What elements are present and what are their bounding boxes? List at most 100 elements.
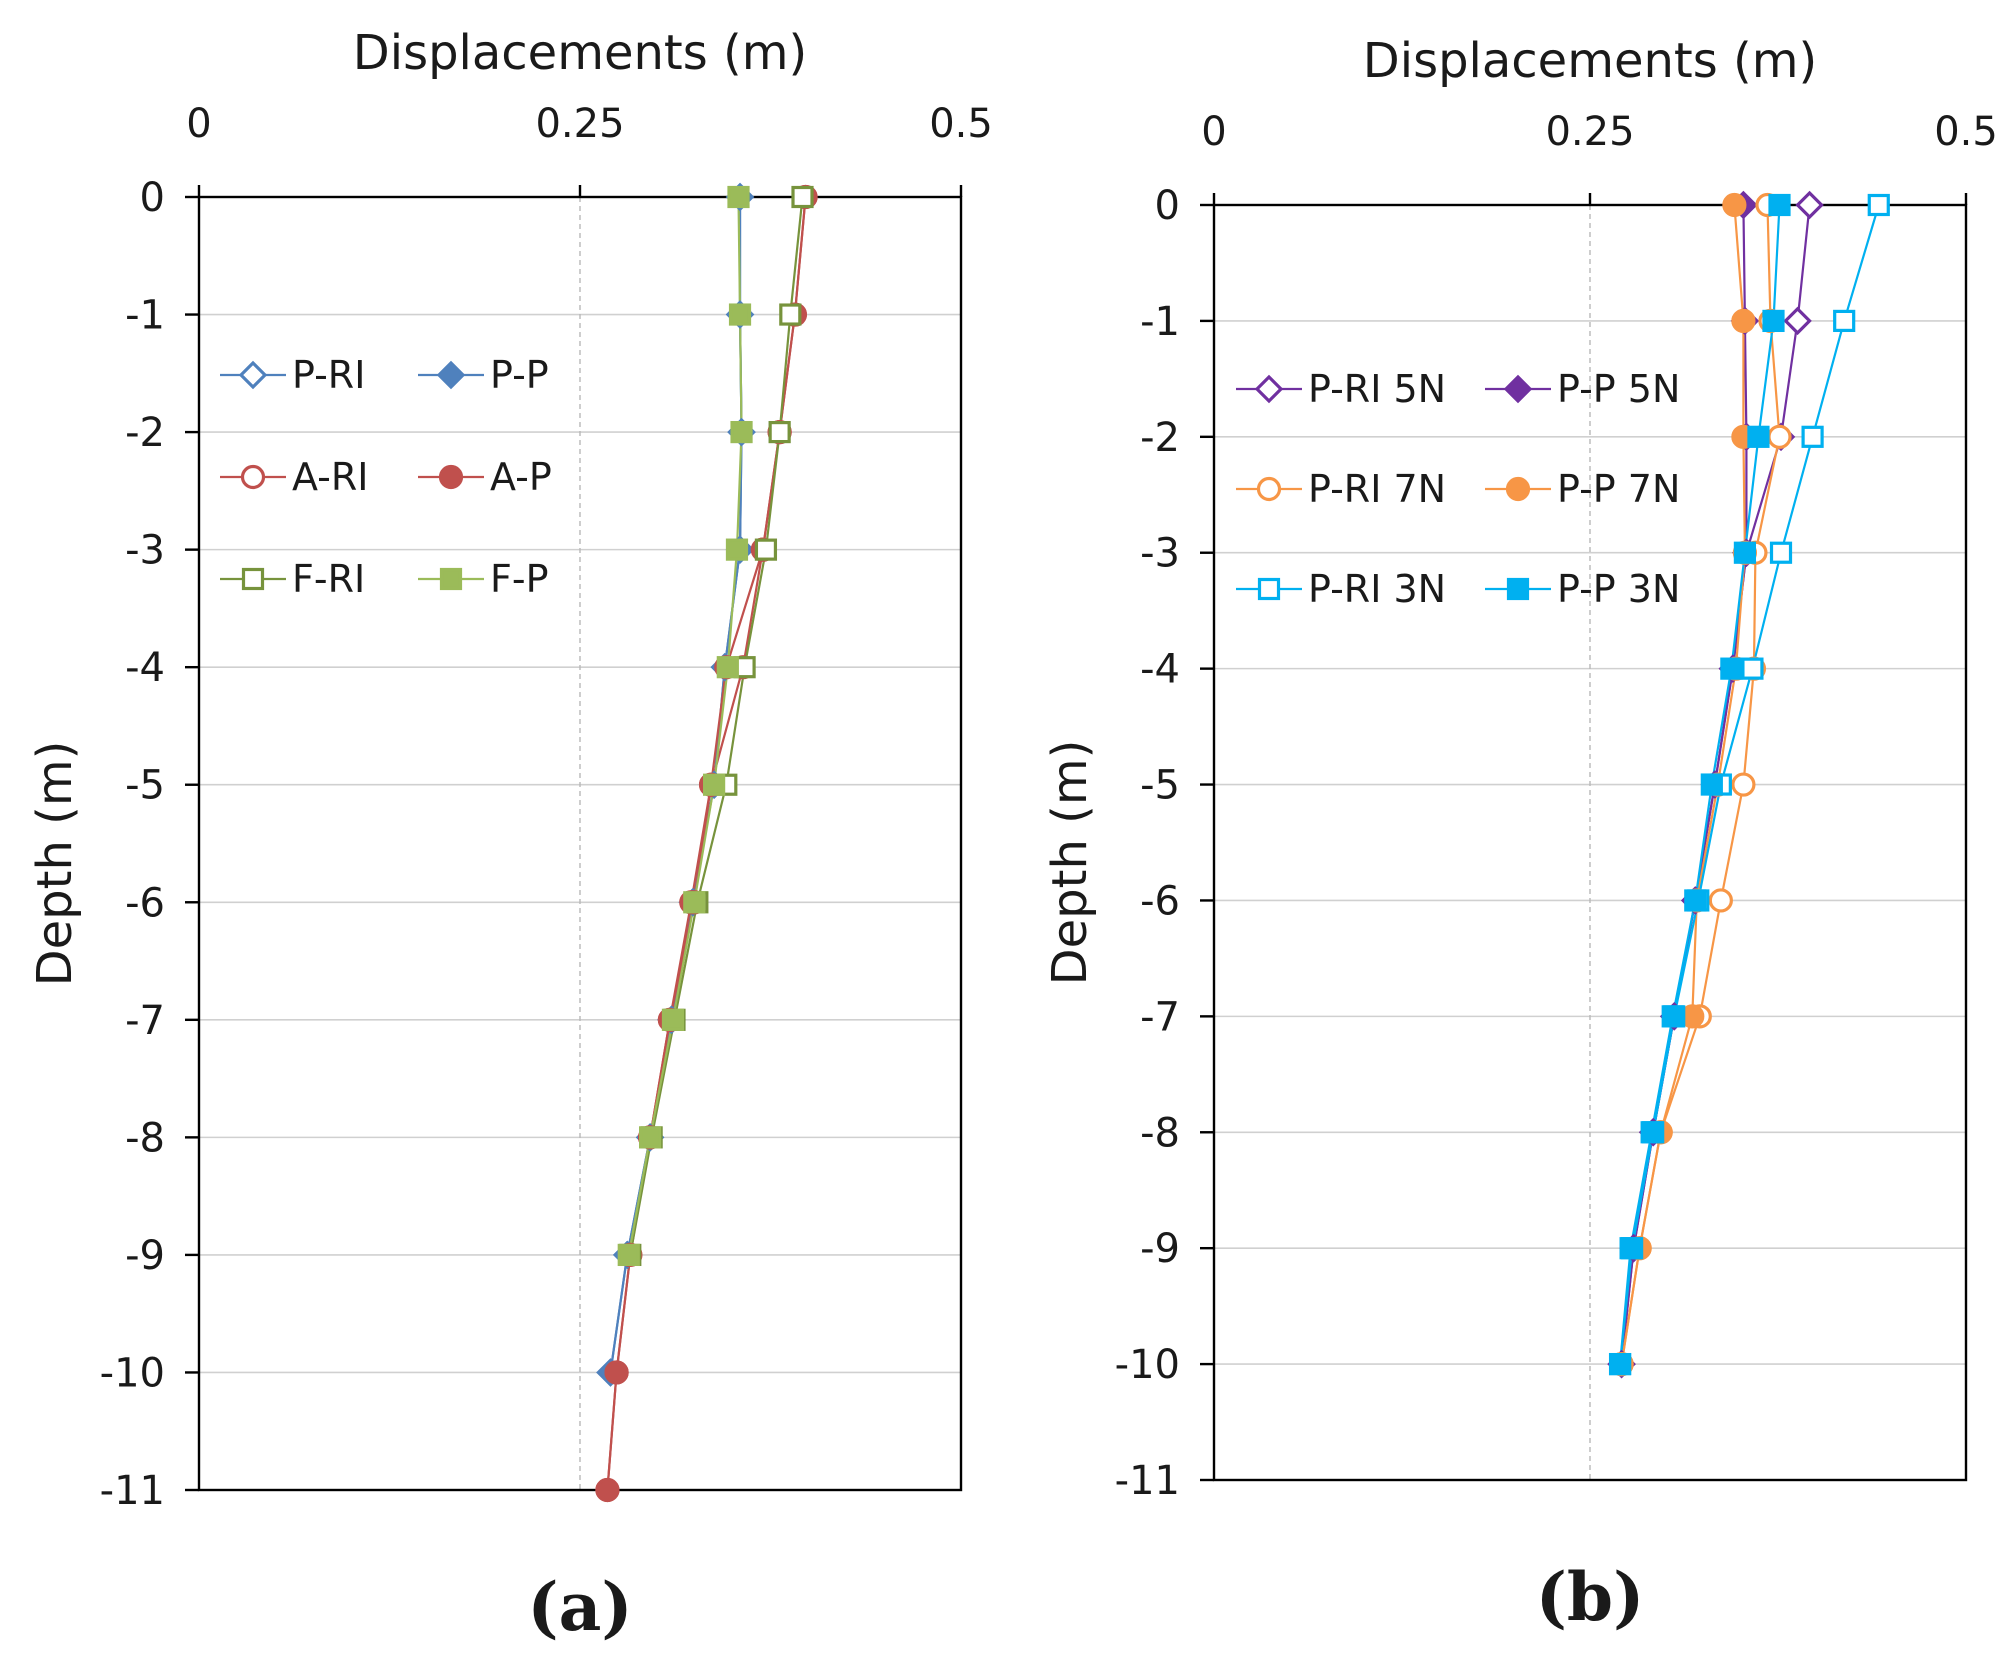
y-tick-label: -7 <box>1140 994 1180 1040</box>
data-point-p-ri-7n <box>1708 888 1733 913</box>
legend-label: A-P <box>490 455 552 499</box>
y-tick-label: -9 <box>1140 1226 1180 1272</box>
data-point-p-ri-7n <box>1767 424 1792 449</box>
data-point-p-ri-3n <box>1867 193 1890 217</box>
legend-marker <box>1254 374 1284 404</box>
data-point-p-p-3n <box>1747 425 1770 448</box>
data-point-p-p-3n <box>1619 1237 1642 1260</box>
y-tick-label: 0 <box>1155 183 1180 229</box>
legend-label: P-RI 5N <box>1308 367 1446 411</box>
data-point-f-p <box>725 538 749 561</box>
y-tick-label: -4 <box>125 645 165 691</box>
legend-marker <box>1505 476 1531 502</box>
panel-label: (a) <box>527 1568 632 1646</box>
y-tick-label: -5 <box>1140 763 1180 809</box>
x-tick-label: 0.25 <box>535 101 624 147</box>
data-point-p-p-3n <box>1768 193 1791 217</box>
legend-label: P-P 3N <box>1557 567 1680 611</box>
y-tick-label: -3 <box>125 528 165 574</box>
data-point-f-p <box>716 656 739 679</box>
legend-label: F-RI <box>292 557 365 601</box>
legend-marker <box>238 360 268 390</box>
y-tick-label: -5 <box>125 763 165 809</box>
data-point-f-p <box>639 1126 662 1149</box>
legend-label: P-RI 7N <box>1308 467 1446 511</box>
legend-label: P-P <box>490 353 549 397</box>
legend-marker <box>1506 577 1530 601</box>
x-tick-label: 0 <box>1201 109 1226 155</box>
data-point-p-p-7n <box>1722 192 1747 218</box>
y-tick-label: -11 <box>1115 1458 1180 1504</box>
x-axis-title: Displacements (m) <box>353 25 807 81</box>
data-point-p-p-3n <box>1684 889 1707 912</box>
data-point-f-p <box>728 303 752 326</box>
y-tick-label: -9 <box>125 1233 165 1279</box>
y-tick-label: -6 <box>125 880 165 926</box>
data-point-f-p <box>703 773 726 796</box>
y-tick-label: -11 <box>100 1468 165 1514</box>
data-point-f-p <box>727 185 750 209</box>
x-tick-label: 0.5 <box>929 101 993 147</box>
legend-marker <box>241 567 265 591</box>
data-point-f-ri <box>779 303 802 326</box>
y-tick-label: 0 <box>140 175 165 221</box>
y-tick-label: -8 <box>1140 1110 1180 1156</box>
legend-marker <box>436 360 466 390</box>
data-point-f-ri <box>791 185 814 209</box>
legend-label: P-P 5N <box>1557 367 1680 411</box>
legend-label: P-RI 3N <box>1308 567 1446 611</box>
legend-label: A-RI <box>292 455 368 499</box>
data-point-p-ri-3n <box>1741 657 1764 680</box>
data-point-p-p-3n <box>1700 773 1723 796</box>
y-tick-label: -10 <box>1115 1342 1180 1388</box>
legend-marker <box>439 567 463 591</box>
y-tick-label: -3 <box>1140 531 1180 577</box>
x-tick-label: 0.5 <box>1934 109 1998 155</box>
x-tick-label: 0.25 <box>1545 109 1634 155</box>
x-axis-title: Displacements (m) <box>1363 33 1817 89</box>
data-point-p-ri-5n <box>1783 306 1812 336</box>
data-point-f-p <box>661 1008 685 1031</box>
data-point-p-ri-7n <box>1731 772 1756 797</box>
legend-marker <box>1256 476 1282 502</box>
series-line-f-p <box>627 196 743 1256</box>
data-point-f-p <box>617 1243 640 1267</box>
chart-a: 0 -1 -2 -3 -4 -5 -6 -7 -8 -9 -10 -11 0 0.25 0.5 Displac… <box>27 25 993 1646</box>
y-tick-label: -8 <box>125 1115 165 1161</box>
y-tick-label: -10 <box>100 1350 165 1396</box>
data-point-p-p-3n <box>1640 1121 1663 1144</box>
y-tick-label: -6 <box>1140 878 1180 924</box>
data-point-p-ri-5n <box>1795 190 1824 220</box>
chart-b: 0 -1 -2 -3 -4 -5 -6 -7 -8 -9 -10 -11 0 0.25 0.5 Displac… <box>1042 33 1998 1636</box>
panel-label: (b) <box>1536 1558 1645 1636</box>
data-point-f-p <box>730 420 753 444</box>
series-line-f-ri <box>629 196 804 1256</box>
data-point-p-p-3n <box>1661 1005 1684 1028</box>
data-point-f-ri <box>768 420 791 444</box>
data-point-f-p <box>683 891 706 914</box>
data-point-p-p-3n <box>1733 541 1757 564</box>
data-point-a-p <box>604 1360 629 1385</box>
data-point-f-ri <box>754 538 778 561</box>
y-tick-label: -7 <box>125 998 165 1044</box>
data-point-a-p <box>595 1477 620 1503</box>
legend-label: P-P 7N <box>1557 467 1680 511</box>
y-tick-label: -1 <box>125 293 165 339</box>
x-tick-label: 0 <box>186 101 211 147</box>
y-tick-label: -4 <box>1140 647 1180 693</box>
data-point-p-p-3n <box>1762 309 1785 333</box>
legend-marker <box>438 464 464 490</box>
data-point-p-p-7n <box>1731 308 1756 334</box>
legend-marker <box>1257 577 1281 601</box>
data-point-p-p-3n <box>1720 657 1743 680</box>
legend-label: F-P <box>490 557 548 601</box>
y-tick-label: -2 <box>125 410 165 456</box>
legend-marker <box>1503 374 1533 404</box>
y-tick-label: -2 <box>1140 415 1180 461</box>
legend-label: P-RI <box>292 353 365 397</box>
y-axis-title: Depth (m) <box>27 741 83 987</box>
y-tick-label: -1 <box>1140 299 1180 345</box>
